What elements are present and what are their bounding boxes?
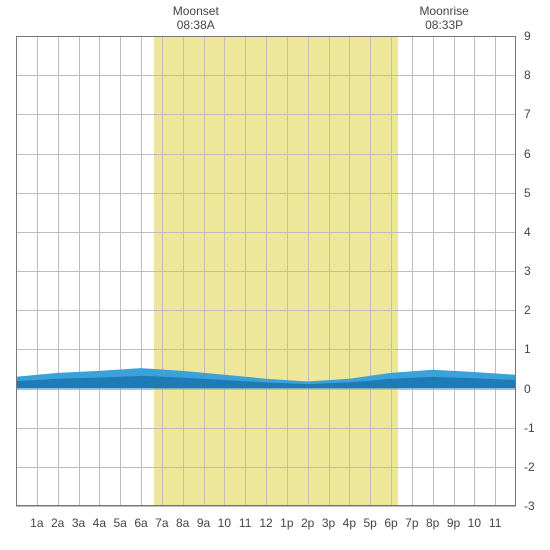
y-tick-label: 2 xyxy=(524,303,531,317)
x-tick-label: 3p xyxy=(322,516,335,530)
y-tick-label: 4 xyxy=(524,225,531,239)
plot-area xyxy=(16,36,516,506)
x-tick-label: 12 xyxy=(259,516,272,530)
y-tick-label: -2 xyxy=(524,460,535,474)
x-tick-label: 7a xyxy=(155,516,168,530)
x-tick-label: 4p xyxy=(343,516,356,530)
x-tick-label: 6a xyxy=(134,516,147,530)
x-tick-label: 7p xyxy=(405,516,418,530)
x-tick-label: 2a xyxy=(51,516,64,530)
y-tick-label: 5 xyxy=(524,186,531,200)
x-tick-label: 3a xyxy=(72,516,85,530)
tide-series xyxy=(16,36,516,506)
x-tick-label: 9p xyxy=(447,516,460,530)
x-tick-label: 1p xyxy=(280,516,293,530)
x-tick-label: 9a xyxy=(197,516,210,530)
top-label-time: 08:38A xyxy=(156,18,236,32)
top-label-title: Moonset xyxy=(156,4,236,18)
y-tick-label: 0 xyxy=(524,382,531,396)
x-tick-label: 8a xyxy=(176,516,189,530)
y-tick-label: 9 xyxy=(524,29,531,43)
top-label: Moonset08:38A xyxy=(156,4,236,32)
x-tick-label: 10 xyxy=(468,516,481,530)
x-tick-label: 8p xyxy=(426,516,439,530)
x-tick-label: 2p xyxy=(301,516,314,530)
chart-container: -3-2-101234567891a2a3a4a5a6a7a8a9a101112… xyxy=(0,0,550,550)
y-tick-label: 7 xyxy=(524,107,531,121)
y-tick-label: -3 xyxy=(524,499,535,513)
top-label-time: 08:33P xyxy=(404,18,484,32)
y-tick-label: 6 xyxy=(524,147,531,161)
x-tick-label: 11 xyxy=(239,516,251,530)
top-label-title: Moonrise xyxy=(404,4,484,18)
x-tick-label: 5a xyxy=(113,516,126,530)
x-tick-label: 4a xyxy=(93,516,106,530)
y-tick-label: -1 xyxy=(524,421,535,435)
x-tick-label: 11 xyxy=(489,516,501,530)
y-tick-label: 3 xyxy=(524,264,531,278)
x-tick-label: 10 xyxy=(218,516,231,530)
x-tick-label: 5p xyxy=(363,516,376,530)
y-tick-label: 1 xyxy=(524,342,531,356)
top-label: Moonrise08:33P xyxy=(404,4,484,32)
x-tick-label: 1a xyxy=(30,516,43,530)
x-tick-label: 6p xyxy=(384,516,397,530)
y-tick-label: 8 xyxy=(524,68,531,82)
